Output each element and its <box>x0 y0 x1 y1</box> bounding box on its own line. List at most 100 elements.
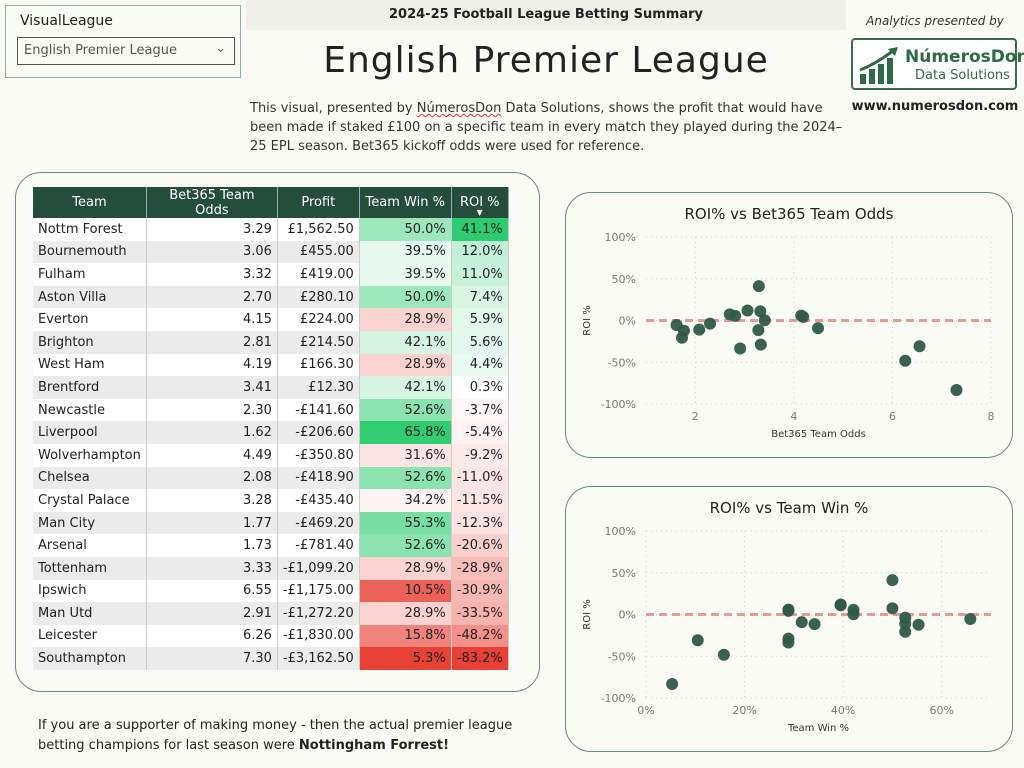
team-cell: Man Utd <box>33 602 147 625</box>
chart-growth-icon <box>859 47 898 84</box>
y-tick-label: 100% <box>605 525 636 538</box>
table-row[interactable]: Tottenham 3.33 -£1,099.20 28.9% -28.9% <box>33 556 509 580</box>
data-point <box>812 322 825 335</box>
data-point <box>734 342 747 355</box>
slicer-label: VisualLeague <box>20 13 113 29</box>
win-cell: 28.9% <box>359 308 452 331</box>
roi-cell: 5.9% <box>451 308 509 331</box>
betting-table: Team Bet365 Team Odds Profit Team Win % … <box>33 187 509 670</box>
odds-cell: 3.33 <box>146 556 278 580</box>
roi-cell: -11.0% <box>451 466 509 490</box>
profit-cell: £1,562.50 <box>277 218 360 241</box>
team-cell: Bournemouth <box>33 240 147 264</box>
chart-roi-vs-odds: 100% 50% 0% -50% -100% 2 4 6 8 Bet365 Team Odds RO… <box>565 192 1013 458</box>
table-row[interactable]: Crystal Palace 3.28 -£435.40 34.2% -11.5% <box>33 489 509 512</box>
report-subtitle: 2024-25 Football League Betting Summary <box>246 0 846 30</box>
x-tick-label: 20% <box>732 704 756 717</box>
profit-cell: -£469.20 <box>277 511 360 535</box>
win-cell: 42.1% <box>359 376 452 399</box>
win-cell: 50.0% <box>359 285 452 309</box>
league-dropdown-value: English Premier League <box>24 43 177 58</box>
table-row[interactable]: Southampton 7.30 -£3,162.50 5.3% -83.2% <box>33 647 509 670</box>
chart-title: ROI% vs Bet365 Team Odds <box>684 205 894 223</box>
odds-cell: 2.30 <box>146 398 278 422</box>
win-cell: 52.6% <box>359 534 452 557</box>
team-cell: Nottm Forest <box>33 218 147 241</box>
col-win[interactable]: Team Win % <box>359 187 452 218</box>
table-row[interactable]: Chelsea 2.08 -£418.90 52.6% -11.0% <box>33 466 509 490</box>
y-tick-label: 50% <box>612 567 636 580</box>
chart-title: ROI% vs Team Win % <box>709 499 869 517</box>
table-row[interactable]: West Ham 4.19 £166.30 28.9% 4.4% <box>33 353 509 377</box>
data-point <box>950 383 963 396</box>
data-point <box>666 677 679 690</box>
win-cell: 52.6% <box>359 398 452 422</box>
table-row[interactable]: Liverpool 1.62 -£206.60 65.8% -5.4% <box>33 421 509 444</box>
team-cell: Man City <box>33 511 147 535</box>
table-row[interactable]: Man Utd 2.91 -£1,272.20 28.9% -33.5% <box>33 602 509 625</box>
roi-cell: 5.6% <box>451 330 509 354</box>
y-tick-label: 0% <box>619 315 636 328</box>
table-row[interactable]: Brentford 3.41 £12.30 42.1% 0.3% <box>33 376 509 399</box>
col-team[interactable]: Team <box>33 187 147 218</box>
data-point <box>782 636 795 649</box>
col-odds[interactable]: Bet365 Team Odds <box>146 187 278 218</box>
table-row[interactable]: Newcastle 2.30 -£141.60 52.6% -3.7% <box>33 398 509 422</box>
roi-cell: -30.9% <box>451 579 509 603</box>
win-cell: 5.3% <box>359 647 452 670</box>
col-profit[interactable]: Profit <box>277 187 360 218</box>
roi-cell: -48.2% <box>451 624 509 648</box>
win-cell: 10.5% <box>359 579 452 603</box>
odds-cell: 2.91 <box>146 602 278 625</box>
table-row[interactable]: Ipswich 6.55 -£1,175.00 10.5% -30.9% <box>33 579 509 603</box>
col-roi[interactable]: ROI % ▼ <box>451 187 509 218</box>
profit-cell: £419.00 <box>277 263 360 286</box>
table-row[interactable]: Aston Villa 2.70 £280.10 50.0% 7.4% <box>33 285 509 309</box>
table-row[interactable]: Nottm Forest 3.29 £1,562.50 50.0% 41.1% <box>33 218 509 241</box>
table-row[interactable]: Bournemouth 3.06 £455.00 39.5% 12.0% <box>33 240 509 264</box>
table-row[interactable]: Arsenal 1.73 -£781.40 52.6% -20.6% <box>33 534 509 557</box>
table-row[interactable]: Wolverhampton 4.49 -£350.80 31.6% -9.2% <box>33 443 509 467</box>
data-point <box>886 574 899 587</box>
brand-url[interactable]: www.numerosdon.com <box>851 99 1019 114</box>
table-row[interactable]: Everton 4.15 £224.00 28.9% 5.9% <box>33 308 509 331</box>
x-tick-label: 2 <box>692 410 699 423</box>
odds-cell: 7.30 <box>146 647 278 670</box>
x-tick-label: 0% <box>637 704 654 717</box>
team-cell: West Ham <box>33 353 147 377</box>
league-dropdown[interactable]: English Premier League ⌄ <box>17 37 235 65</box>
odds-cell: 6.55 <box>146 579 278 603</box>
odds-cell: 3.28 <box>146 489 278 512</box>
desc-text: This visual, presented by <box>250 101 417 116</box>
profit-cell: -£781.40 <box>277 534 360 557</box>
col-roi-label: ROI % <box>459 195 500 210</box>
y-tick-label: -100% <box>601 692 636 705</box>
win-cell: 15.8% <box>359 624 452 648</box>
roi-cell: -20.6% <box>451 534 509 557</box>
table-row[interactable]: Leicester 6.26 -£1,830.00 15.8% -48.2% <box>33 624 509 648</box>
data-point <box>886 602 899 615</box>
table-row[interactable]: Brighton 2.81 £214.50 42.1% 5.6% <box>33 330 509 354</box>
profit-cell: -£3,162.50 <box>277 647 360 670</box>
profit-cell: £455.00 <box>277 240 360 264</box>
footer-note: If you are a supporter of making money -… <box>38 716 518 756</box>
profit-cell: -£141.60 <box>277 398 360 422</box>
win-cell: 28.9% <box>359 556 452 580</box>
win-cell: 42.1% <box>359 330 452 354</box>
win-cell: 52.6% <box>359 466 452 490</box>
profit-cell: -£1,272.20 <box>277 602 360 625</box>
brand-logo: NúmerosDon Data Solutions <box>851 38 1024 90</box>
profit-cell: £166.30 <box>277 353 360 377</box>
profit-cell: £12.30 <box>277 376 360 399</box>
roi-cell: -28.9% <box>451 556 509 580</box>
odds-cell: 2.70 <box>146 285 278 309</box>
table-row[interactable]: Man City 1.77 -£469.20 55.3% -12.3% <box>33 511 509 535</box>
win-cell: 39.5% <box>359 263 452 286</box>
roi-cell: 4.4% <box>451 353 509 377</box>
table-row[interactable]: Fulham 3.32 £419.00 39.5% 11.0% <box>33 263 509 286</box>
profit-cell: -£206.60 <box>277 421 360 444</box>
team-cell: Crystal Palace <box>33 489 147 512</box>
data-point <box>808 618 821 631</box>
odds-cell: 3.41 <box>146 376 278 399</box>
data-point <box>899 354 912 367</box>
